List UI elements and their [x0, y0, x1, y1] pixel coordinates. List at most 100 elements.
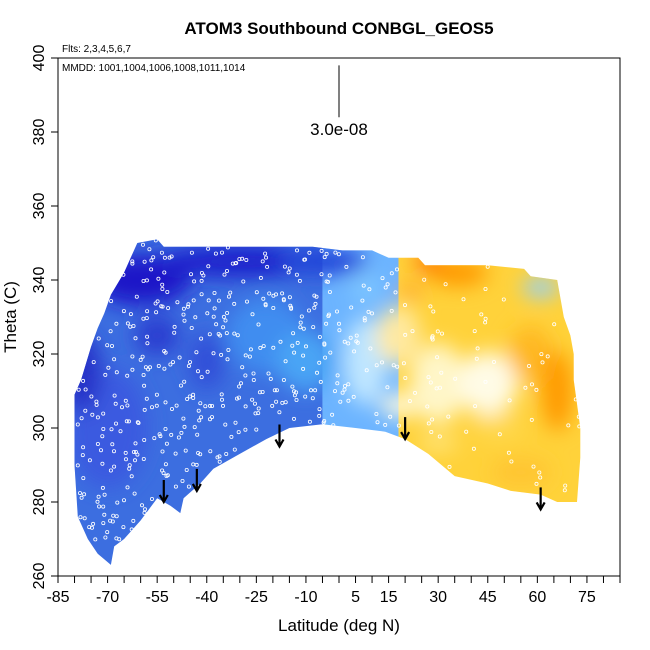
sample-point: [527, 363, 532, 368]
sample-point: [241, 279, 246, 284]
sample-point: [123, 450, 128, 455]
sample-point: [473, 404, 478, 409]
sample-point: [81, 378, 86, 383]
sample-point: [114, 514, 119, 519]
sample-point: [144, 396, 149, 401]
sample-point: [426, 375, 431, 380]
y-axis-label: Theta (C): [1, 281, 20, 353]
sample-point: [324, 321, 329, 326]
sample-point: [130, 354, 135, 359]
sample-point: [234, 396, 239, 401]
sample-point: [229, 434, 234, 439]
sample-point: [475, 346, 480, 351]
sample-point: [366, 309, 371, 314]
sample-point: [78, 491, 83, 496]
sample-point: [410, 329, 415, 334]
sample-point: [79, 416, 84, 421]
sample-point: [471, 446, 476, 451]
sample-point: [322, 255, 327, 260]
sample-point: [261, 296, 266, 301]
sample-point: [127, 466, 132, 471]
sample-point: [215, 455, 220, 460]
sample-point: [243, 427, 248, 432]
sample-point: [529, 417, 534, 422]
sample-point: [453, 376, 458, 381]
sample-point: [235, 333, 240, 338]
sample-point: [317, 413, 322, 418]
sample-point: [287, 266, 292, 271]
sample-point: [192, 425, 197, 430]
sample-point: [133, 441, 138, 446]
sample-point: [317, 334, 322, 339]
sample-point: [221, 314, 226, 319]
sample-point: [108, 329, 113, 334]
sample-point: [185, 396, 190, 401]
sample-point: [183, 448, 188, 453]
sample-point: [199, 292, 204, 297]
sample-point: [364, 368, 369, 373]
sample-point: [289, 305, 294, 310]
sample-point: [82, 516, 87, 521]
sample-point: [172, 324, 177, 329]
sample-point: [130, 259, 135, 264]
sample-point: [509, 459, 514, 464]
sample-point: [380, 276, 385, 281]
sample-point: [216, 298, 221, 303]
sample-point: [124, 457, 129, 462]
y-axis: 260 280 300 320 340 360 380 400: [31, 45, 59, 589]
sample-point: [322, 341, 327, 346]
sample-point: [165, 289, 170, 294]
sample-point: [75, 422, 80, 427]
sample-point: [534, 387, 539, 392]
sample-point: [206, 264, 211, 269]
sample-point: [283, 359, 288, 364]
sample-point: [103, 372, 108, 377]
y-tick-label: 380: [31, 119, 48, 146]
sample-point: [312, 305, 317, 310]
sample-point: [193, 315, 198, 320]
sample-point: [303, 344, 308, 349]
sample-point: [360, 298, 365, 303]
y-tick-label: 300: [31, 415, 48, 442]
sample-point: [91, 521, 96, 526]
sample-point: [337, 328, 342, 333]
sample-point: [198, 401, 203, 406]
sample-point: [149, 496, 154, 501]
sample-point: [346, 382, 351, 387]
sample-point: [220, 403, 225, 408]
sample-point: [152, 436, 157, 441]
sample-point: [95, 415, 100, 420]
sample-point: [108, 468, 113, 473]
sample-point: [114, 370, 119, 375]
sample-point: [219, 392, 224, 397]
sample-point: [244, 257, 249, 262]
sample-point: [199, 415, 204, 420]
sample-point: [426, 421, 431, 426]
sample-point: [207, 417, 212, 422]
y-tick-label: 400: [31, 45, 48, 72]
x-tick-label: -25: [245, 589, 268, 606]
sample-point: [312, 293, 317, 298]
sample-point: [428, 380, 433, 385]
sample-point: [217, 454, 222, 459]
sample-point: [203, 404, 208, 409]
sample-point: [429, 335, 434, 340]
sample-point: [256, 322, 261, 327]
sample-point: [351, 394, 356, 399]
sample-point: [135, 420, 140, 425]
x-tick-label: 60: [528, 589, 546, 606]
sample-point: [291, 389, 296, 394]
sample-point: [307, 419, 312, 424]
sample-point: [437, 434, 442, 439]
sample-point: [268, 376, 273, 381]
sample-point: [109, 427, 114, 432]
sample-point: [142, 383, 147, 388]
sample-point: [132, 491, 137, 496]
sample-point: [225, 245, 230, 250]
sample-point: [209, 415, 214, 420]
sample-point: [187, 394, 192, 399]
sample-point: [254, 427, 259, 432]
sample-point: [125, 321, 130, 326]
sample-point: [135, 452, 140, 457]
sample-point: [342, 339, 347, 344]
